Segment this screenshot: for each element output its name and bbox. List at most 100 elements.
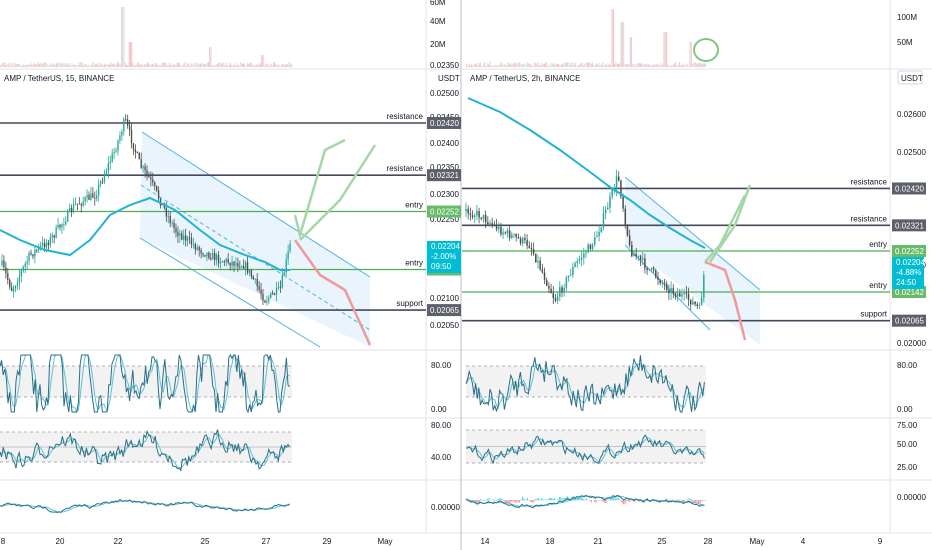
left-volume-bar (31, 63, 33, 67)
left-volume-bar (68, 65, 70, 67)
left-chart[interactable]: AMP / TetherUS, 15, BINANCE USDT 60M 40M 2… (0, 0, 461, 546)
left-volume-bar (133, 65, 135, 67)
right-volume-bar (549, 65, 551, 67)
left-level-label-2: entry (405, 201, 423, 210)
left-candle-body (99, 181, 102, 185)
right-oscillator-3: 0.00000 (465, 493, 926, 509)
left-volume-bar (172, 64, 174, 67)
right-osc3-histogram-bar (693, 500, 695, 503)
left-candle-body (258, 286, 260, 290)
right-candle-body (495, 224, 498, 230)
left-volume-bar (130, 42, 131, 67)
left-volume-bar (1, 63, 3, 67)
right-osc3-histogram-bar (496, 500, 498, 501)
right-candle-body (545, 279, 548, 286)
right-volume-bar (690, 42, 692, 67)
right-osc3-histogram-bar (498, 498, 500, 501)
right-volume-bar (584, 64, 586, 67)
left-volume-bar (127, 64, 129, 67)
left-volume-bar (80, 62, 82, 67)
right-volume-bar (468, 63, 470, 67)
right-osc2-tick-0: 75.00 (897, 421, 918, 430)
right-osc3-histogram-bar (698, 500, 700, 504)
right-chart-header: AMP / TetherUS, 2h, BINANCE (470, 74, 580, 83)
right-candle-body (580, 257, 583, 260)
left-volume-bar (170, 63, 172, 67)
right-osc3-histogram-bar (573, 496, 575, 501)
right-volume-bar (533, 62, 535, 67)
left-volume-bar (139, 65, 140, 67)
right-osc3-histogram-bar (512, 500, 514, 502)
right-volume-bar (588, 62, 590, 67)
right-candle-body (517, 236, 520, 239)
right-osc3-histogram-bar (552, 498, 554, 501)
right-volume-bar (688, 65, 690, 67)
left-volume-bar (78, 65, 79, 67)
left-osc1-tick-0: 80.00 (431, 361, 452, 370)
right-osc3-histogram-bar (594, 500, 596, 503)
left-candle-body (233, 261, 235, 266)
left-volume-bar (152, 64, 153, 67)
right-volume-bar (563, 62, 565, 67)
right-volume-bar (534, 62, 536, 67)
left-volume-bar (63, 63, 65, 67)
left-candle-body (242, 266, 245, 269)
right-candle-body (620, 180, 622, 197)
left-candle-body (119, 135, 121, 141)
right-volume-bar (615, 62, 617, 67)
left-chart-header: AMP / TetherUS, 15, BINANCE (4, 74, 114, 83)
right-volume-bar (560, 65, 562, 67)
right-volume-bar (654, 64, 656, 67)
right-volume-bar (477, 65, 479, 67)
right-volume-bar (670, 65, 671, 67)
right-volume-bar (697, 63, 699, 67)
right-volume-bar (538, 64, 540, 67)
right-osc3-histogram-bar (539, 499, 541, 501)
right-osc3-histogram-bar (682, 500, 684, 502)
right-osc3-histogram-bar (690, 499, 692, 501)
right-osc3-histogram-bar (520, 499, 522, 501)
right-volume-bar (632, 64, 634, 67)
right-candle-body (539, 260, 541, 270)
left-price-tick-7: 0.02100 (430, 294, 459, 303)
left-volume-bar (33, 62, 35, 67)
left-volume-bar (230, 62, 231, 67)
right-channel-lower (624, 244, 711, 331)
right-osc3-histogram-bar (480, 498, 482, 501)
right-volume-bar (494, 64, 496, 67)
right-volume-bar (596, 63, 597, 67)
right-volume-bar (655, 64, 657, 67)
left-volume-bar (154, 62, 156, 67)
right-candle-body (513, 233, 515, 235)
left-candle-body (59, 224, 61, 228)
left-volume-bar (100, 62, 101, 67)
right-volume-bar (618, 63, 619, 67)
left-volume-bar (209, 47, 211, 67)
left-candle-body (273, 293, 276, 295)
left-candle-body (78, 203, 81, 205)
right-volume-bar (637, 62, 639, 67)
right-candles (465, 169, 705, 310)
right-osc3-histogram-bar (667, 500, 669, 502)
right-osc3-histogram-bar (629, 500, 631, 502)
right-osc3-histogram-bar (608, 499, 610, 501)
right-volume-bar (679, 62, 681, 67)
right-chart[interactable]: AMP / TetherUS, 2h, BINANCE USDT 100M 50M… (462, 9, 926, 546)
left-volume-bar (235, 65, 237, 67)
left-candle-body (45, 242, 48, 248)
right-currency-label[interactable]: USDT (901, 74, 923, 83)
left-volume-bar (278, 64, 280, 67)
left-level-tag-bg-1 (427, 169, 461, 182)
right-candle-body (526, 239, 528, 246)
left-volume-bar (61, 62, 62, 67)
right-osc3-histogram-bar (595, 500, 597, 503)
left-candle-body (132, 143, 135, 150)
left-candle-body (264, 300, 266, 303)
left-candle-body (113, 151, 115, 154)
left-candle-body (248, 270, 251, 273)
left-candle-body (111, 153, 113, 162)
right-volume-bar (603, 65, 605, 67)
left-candle-body (154, 182, 156, 187)
right-volume-bar (551, 63, 553, 67)
